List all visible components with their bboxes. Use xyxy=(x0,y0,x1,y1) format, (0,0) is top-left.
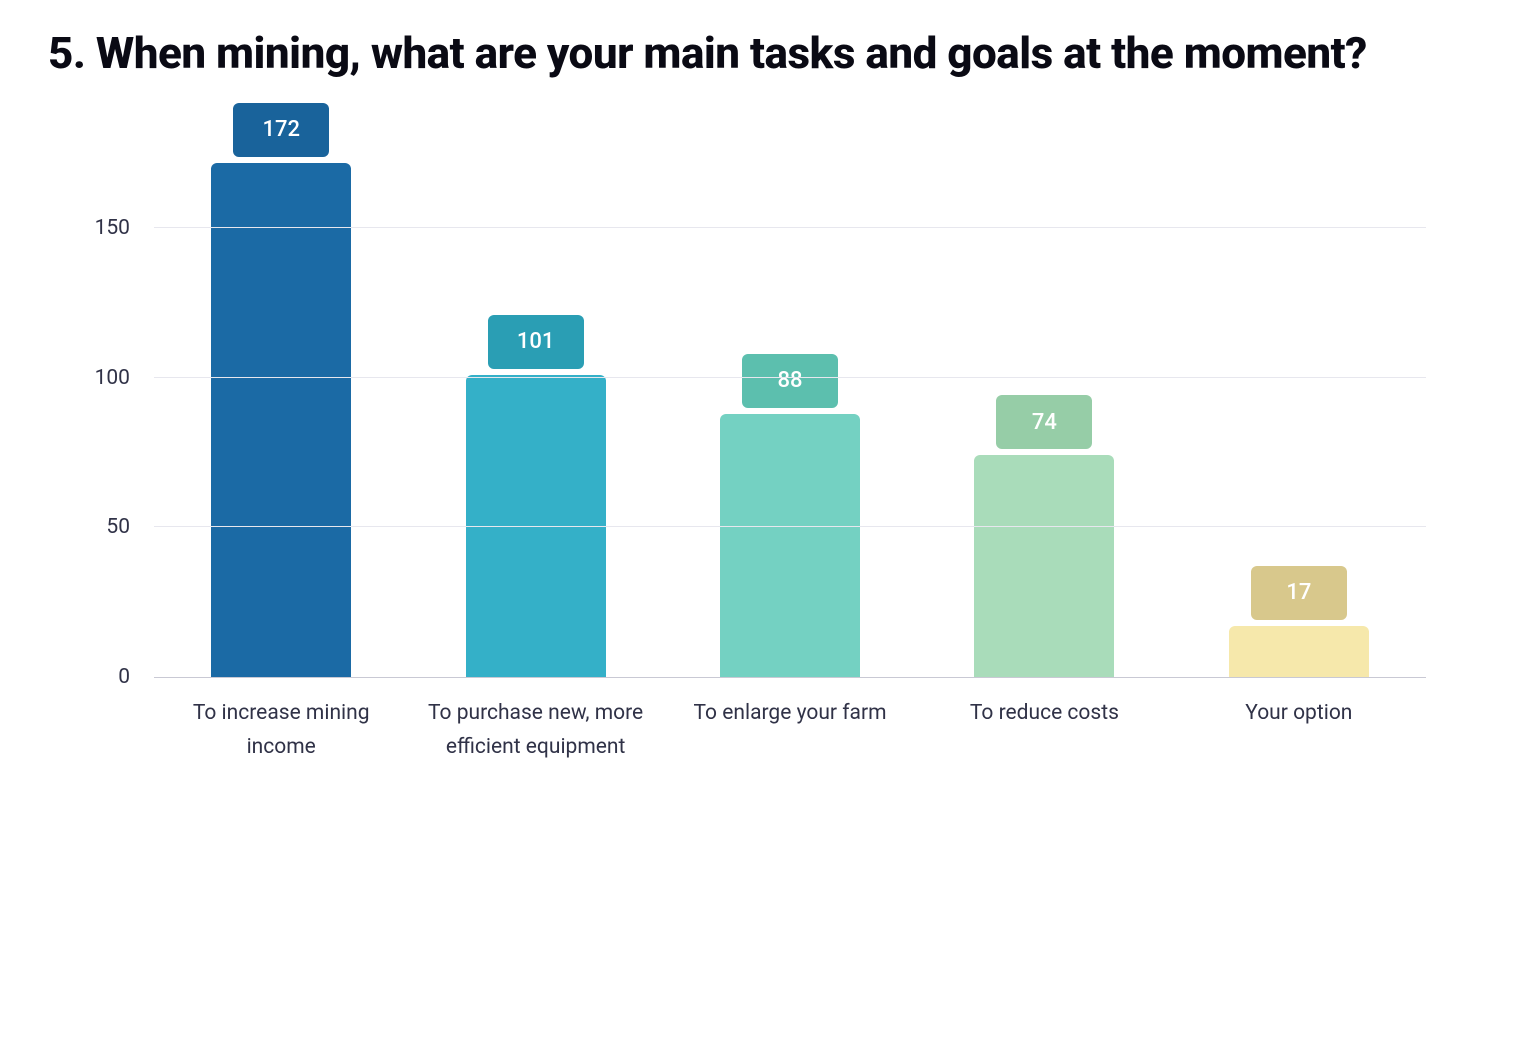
x-axis-label: To increase mining income xyxy=(154,678,408,765)
y-tick-label: 150 xyxy=(95,216,154,240)
bar xyxy=(720,414,860,677)
x-axis-label: Your option xyxy=(1172,678,1426,765)
x-axis-labels: To increase mining incomeTo purchase new… xyxy=(154,678,1426,765)
bar-slot: 17 xyxy=(1172,139,1426,677)
bar-chart: 172 101 88 74 17 0 50 100 150 To increase minin… xyxy=(48,139,1488,765)
bar-slot: 88 xyxy=(663,139,917,677)
x-axis-label: To purchase new, more efficient equipmen… xyxy=(408,678,662,765)
bar-slot: 172 xyxy=(154,139,408,677)
bar-slot: 101 xyxy=(408,139,662,677)
chart-title: 5. When mining, what are your main tasks… xyxy=(48,28,1488,79)
x-axis-label: To reduce costs xyxy=(917,678,1171,765)
plot-area: 172101887417 050100150 xyxy=(154,139,1426,678)
y-tick-label: 50 xyxy=(106,515,154,539)
gridline xyxy=(154,377,1426,378)
y-tick-label: 100 xyxy=(95,366,154,390)
bars-container: 172 101 88 74 17 xyxy=(154,139,1426,677)
plot-inner: 172101887417 050100150 xyxy=(154,139,1426,678)
page: 5. When mining, what are your main tasks… xyxy=(0,0,1536,1038)
gridline xyxy=(154,227,1426,228)
bar xyxy=(974,455,1114,676)
y-tick-label: 0 xyxy=(118,665,154,689)
gridline xyxy=(154,526,1426,527)
value-badge: 101 xyxy=(488,315,584,369)
value-badge: 88 xyxy=(742,354,838,408)
value-badge: 17 xyxy=(1251,566,1347,620)
bar-slot: 74 xyxy=(917,139,1171,677)
x-axis-label: To enlarge your farm xyxy=(663,678,917,765)
value-badge: 74 xyxy=(996,395,1092,449)
bar xyxy=(211,163,351,677)
value-badge: 172 xyxy=(233,103,329,157)
bar xyxy=(1229,626,1369,677)
